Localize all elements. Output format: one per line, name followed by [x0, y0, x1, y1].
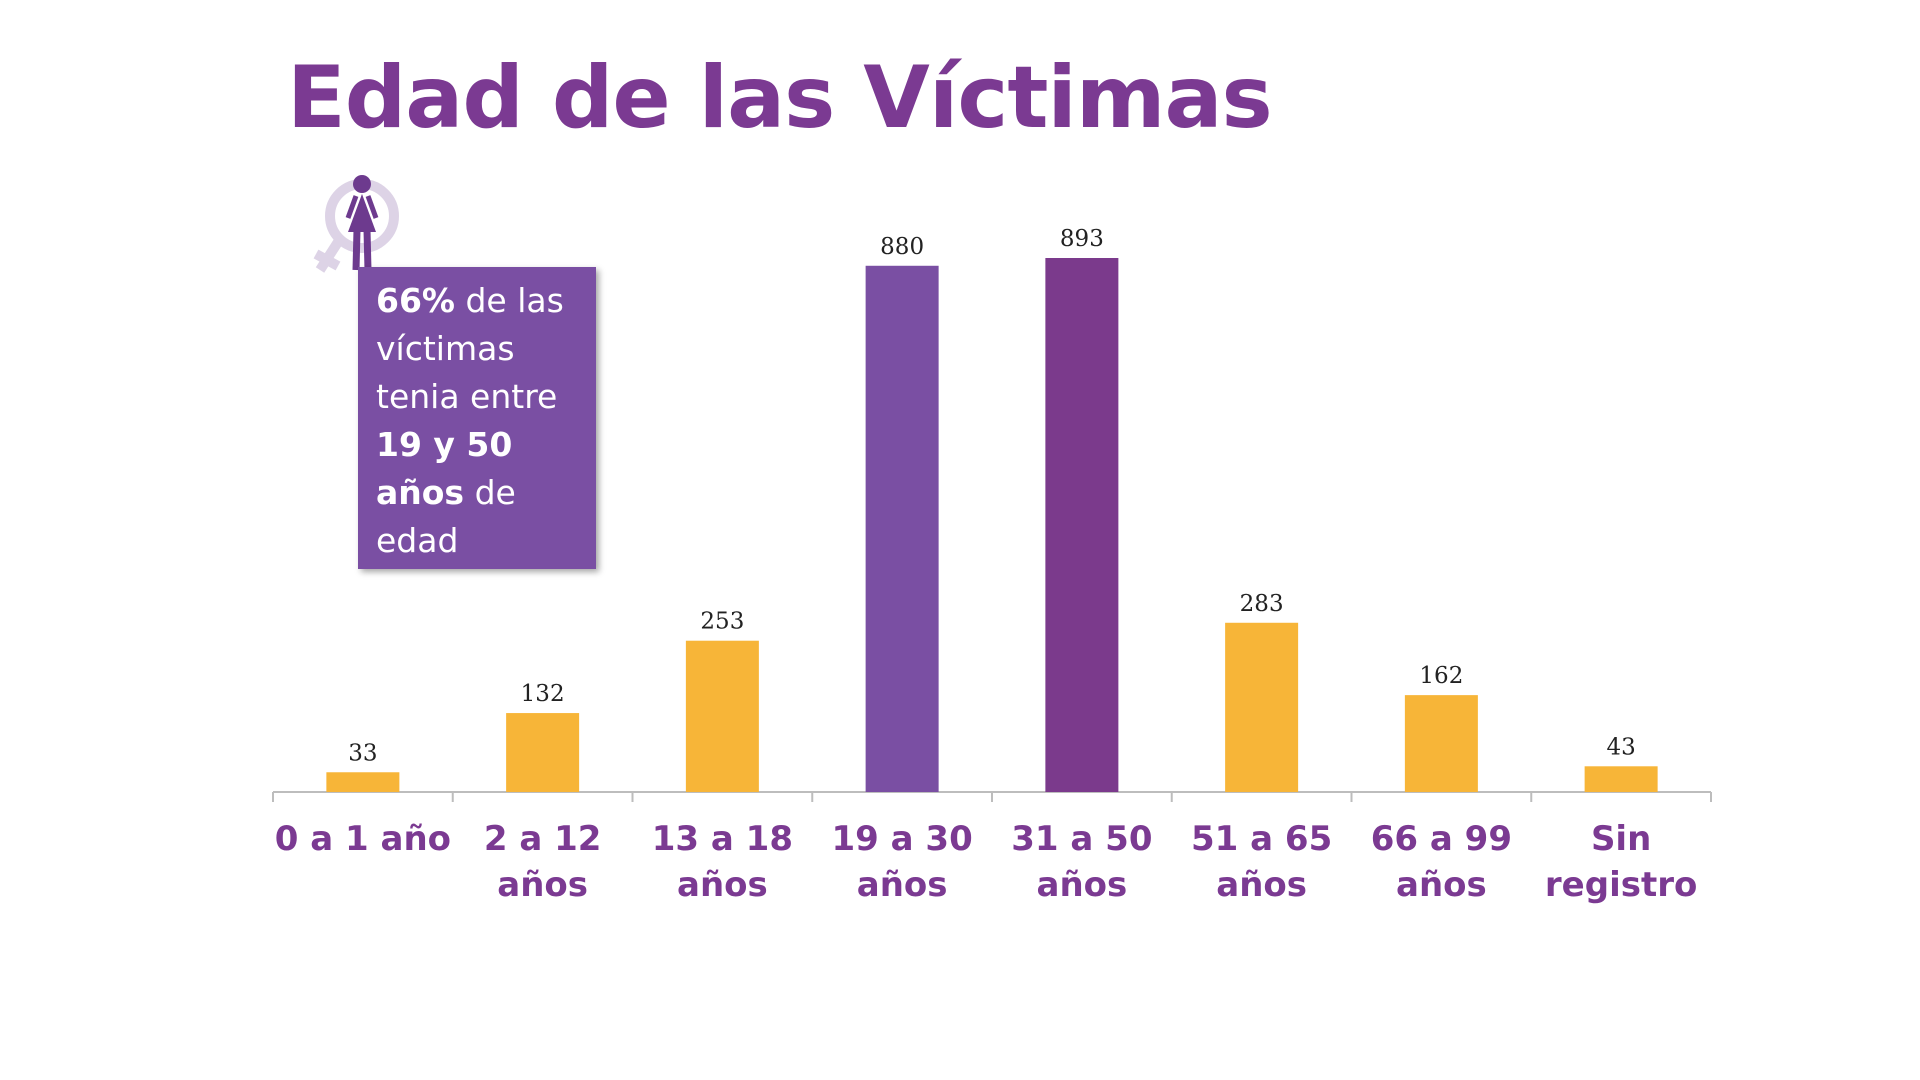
bar [1225, 622, 1299, 792]
category-label: años [1396, 865, 1487, 905]
bar [685, 640, 759, 792]
callout-text-2: de edad [376, 473, 516, 560]
category-label: años [1037, 865, 1128, 905]
bar-value-label: 880 [880, 234, 924, 260]
category-label: 2 a 12 [484, 819, 602, 859]
bar-value-label: 893 [1060, 226, 1104, 252]
bar [506, 713, 580, 792]
bar [1045, 258, 1119, 792]
category-label: años [677, 865, 768, 905]
chart-title: Edad de las Víctimas [287, 48, 1273, 148]
callout-text-1: de las víctimas tenia entre [376, 281, 564, 416]
category-label: 31 a 50 [1011, 819, 1152, 859]
bar [326, 772, 400, 792]
bar-value-label: 162 [1419, 663, 1463, 689]
callout-percent: 66% [376, 281, 455, 320]
callout-range: 19 y 50 años [376, 425, 513, 512]
bar-value-label: 283 [1240, 591, 1284, 617]
bar-value-label: 132 [521, 681, 565, 707]
category-label: 66 a 99 [1371, 819, 1512, 859]
category-label: 0 a 1 año [275, 819, 451, 859]
female-symbol-woman-icon [312, 170, 408, 287]
category-label: 13 a 18 [652, 819, 793, 859]
bar-value-label: 43 [1606, 734, 1635, 760]
category-label: años [1216, 865, 1307, 905]
bar [865, 265, 939, 792]
bar [1404, 695, 1478, 792]
bar [1584, 766, 1658, 792]
category-label: Sin [1591, 819, 1651, 859]
category-label: 51 a 65 [1191, 819, 1332, 859]
summary-callout: 66% de las víctimas tenia entre 19 y 50 … [358, 267, 596, 569]
category-label: años [497, 865, 588, 905]
bar-value-label: 33 [348, 740, 377, 766]
category-label: registro [1545, 865, 1697, 905]
category-label: años [857, 865, 948, 905]
category-label: 19 a 30 [832, 819, 973, 859]
bar-value-label: 253 [700, 609, 744, 635]
